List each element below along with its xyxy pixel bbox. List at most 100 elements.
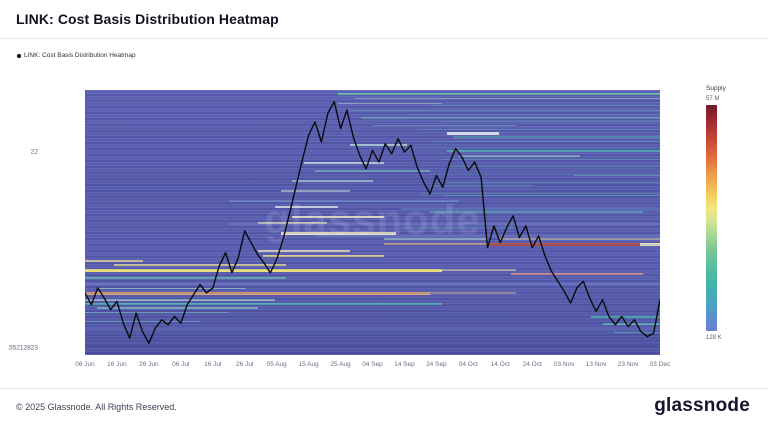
heatmap-band bbox=[85, 259, 143, 262]
x-tick-label: 23 Nov bbox=[617, 361, 639, 368]
x-tick-label: 14 Sep bbox=[394, 361, 415, 368]
heatmap-band bbox=[85, 277, 287, 280]
heatmap-band bbox=[591, 316, 660, 319]
x-axis: 06 Jun 16 Jun 26 Jun 06 Jul 16 Jul 26 Jul 05 A… bbox=[75, 361, 670, 373]
x-tick-label: 16 Jun bbox=[107, 361, 127, 368]
x-tick-label: 13 Nov bbox=[585, 361, 607, 368]
heatmap-band bbox=[510, 273, 643, 276]
x-tick-label: 04 Oct bbox=[458, 361, 478, 368]
heatmap-band bbox=[85, 311, 229, 313]
x-tick-label: 16 Jul bbox=[204, 361, 222, 368]
x-tick-label: 06 Jun bbox=[75, 361, 95, 368]
colorbar: Supply 57 M 128 K bbox=[706, 85, 750, 341]
heatmap-band bbox=[384, 237, 488, 240]
copyright: © 2025 Glassnode. All Rights Reserved. bbox=[16, 402, 177, 412]
heatmap-band bbox=[430, 172, 660, 174]
y-tick-label: .55212823 bbox=[7, 344, 38, 352]
heatmap-band bbox=[447, 166, 660, 168]
heatmap-band bbox=[441, 268, 517, 271]
colorbar-title: Supply bbox=[706, 85, 726, 92]
heatmap-band bbox=[280, 232, 396, 236]
heatmap-band bbox=[292, 179, 373, 182]
heatmap-band bbox=[499, 237, 660, 240]
x-tick-label: 15 Aug bbox=[298, 361, 319, 368]
legend-item[interactable]: LINK: Cost Basis Distribution Heatmap bbox=[17, 52, 136, 59]
heatmap-band bbox=[401, 208, 660, 211]
glassnode-logo[interactable]: glassnode bbox=[654, 395, 750, 416]
heatmap-plot[interactable]: glassnode bbox=[85, 90, 660, 355]
heatmap-band bbox=[85, 282, 660, 285]
heatmap-band bbox=[602, 323, 660, 326]
heatmap-band bbox=[418, 192, 660, 194]
legend-dot-icon bbox=[17, 53, 21, 58]
heatmap-band bbox=[372, 125, 517, 127]
heatmap-band bbox=[349, 143, 407, 146]
x-tick-label: 14 Oct bbox=[490, 361, 510, 368]
heatmap-band bbox=[113, 264, 287, 267]
heatmap-band bbox=[355, 97, 660, 99]
heatmap-band bbox=[85, 349, 660, 353]
heatmap-band bbox=[430, 105, 660, 107]
x-tick-label: 26 Jun bbox=[139, 361, 159, 368]
heatmap-band bbox=[96, 307, 258, 310]
heatmap-band bbox=[85, 292, 430, 296]
colorbar-min-label: 128 K bbox=[706, 335, 722, 341]
heatmap-band bbox=[441, 195, 660, 197]
heatmap-band bbox=[447, 182, 660, 184]
x-tick-label: 25 Aug bbox=[330, 361, 351, 368]
x-tick-label: 03 Nov bbox=[553, 361, 575, 368]
heatmap-band bbox=[257, 221, 327, 224]
heatmap-band bbox=[447, 131, 499, 135]
heatmap-band bbox=[85, 327, 660, 330]
heatmap-band bbox=[85, 320, 200, 322]
heatmap-band bbox=[361, 117, 660, 120]
heatmap-band bbox=[274, 205, 338, 208]
heatmap-band bbox=[257, 249, 350, 252]
heatmap-band bbox=[430, 211, 643, 214]
heatmap-band bbox=[228, 223, 660, 226]
heatmap-band bbox=[85, 268, 442, 272]
heatmap-band bbox=[401, 227, 517, 228]
heatmap-band bbox=[338, 93, 660, 96]
heatmap-band bbox=[639, 243, 660, 247]
x-tick-label: 24 Oct bbox=[522, 361, 542, 368]
heatmap-band bbox=[614, 332, 660, 334]
header-divider bbox=[0, 38, 768, 39]
legend-label: LINK: Cost Basis Distribution Heatmap bbox=[24, 52, 136, 59]
y-axis: 22 .55212823 bbox=[0, 90, 80, 355]
heatmap-band bbox=[573, 174, 660, 176]
heatmap-band bbox=[430, 292, 517, 295]
heatmap-band bbox=[441, 121, 660, 123]
heatmap-band bbox=[303, 161, 384, 164]
x-tick-label: 06 Jul bbox=[172, 361, 190, 368]
price-line-svg bbox=[85, 100, 660, 345]
heatmap-band bbox=[487, 243, 640, 247]
page-title: LINK: Cost Basis Distribution Heatmap bbox=[16, 11, 279, 27]
heatmap-band bbox=[263, 254, 384, 257]
colorbar-gradient bbox=[706, 105, 717, 331]
heatmap-band bbox=[430, 140, 660, 142]
x-tick-label: 05 Aug bbox=[266, 361, 287, 368]
heatmap-band bbox=[315, 170, 430, 173]
heatmap-band bbox=[441, 159, 660, 161]
footer-divider bbox=[0, 388, 768, 389]
x-tick-label: 24 Sep bbox=[426, 361, 447, 368]
heatmap-band bbox=[458, 155, 580, 158]
heatmap-band bbox=[85, 298, 275, 301]
heatmap-band bbox=[407, 113, 660, 115]
heatmap-band bbox=[401, 147, 660, 149]
heatmap-band bbox=[292, 216, 384, 219]
price-line bbox=[85, 100, 660, 345]
heatmap-band bbox=[228, 199, 459, 202]
heatmap-band bbox=[85, 302, 442, 305]
x-tick-label: 26 Jul bbox=[236, 361, 254, 368]
heatmap-band bbox=[315, 235, 660, 238]
heatmap-band bbox=[85, 336, 660, 340]
x-tick-label: 03 Dec bbox=[649, 361, 671, 368]
heatmap-band bbox=[453, 136, 660, 139]
colorbar-max-label: 57 M bbox=[706, 96, 720, 102]
heatmap-band bbox=[280, 190, 350, 193]
heatmap-layer bbox=[85, 90, 660, 355]
x-tick-label: 04 Sep bbox=[362, 361, 383, 368]
